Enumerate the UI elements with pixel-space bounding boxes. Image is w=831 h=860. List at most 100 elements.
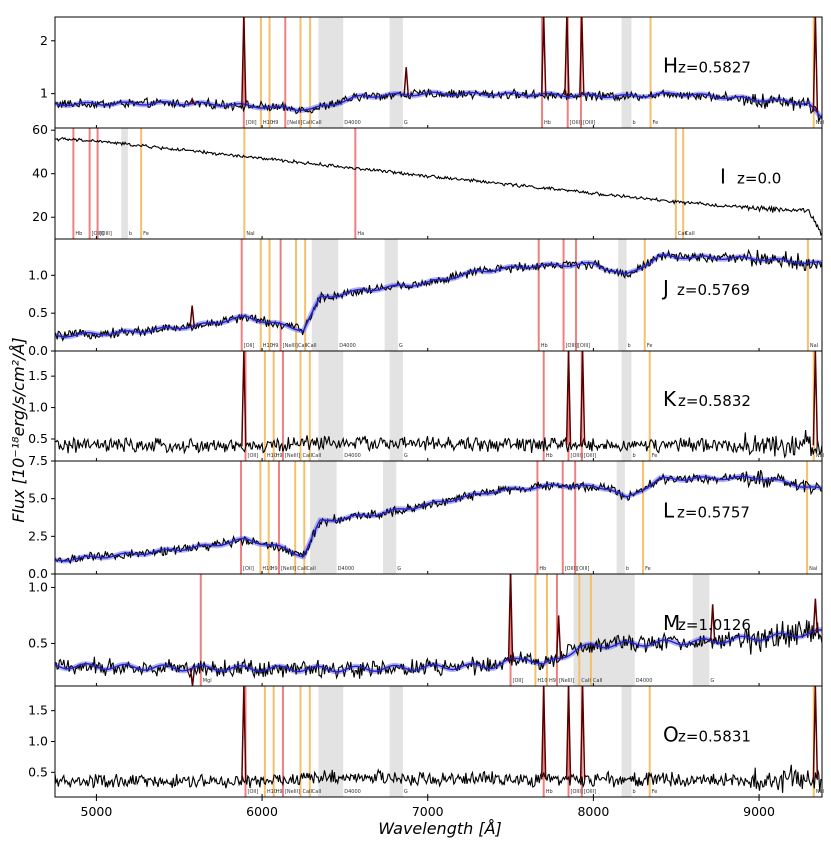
- line-label-[OIII]: [OIII]: [571, 789, 583, 795]
- observed-spectrum-I: [55, 137, 822, 236]
- line-label-H9: H9: [271, 566, 278, 572]
- line-label-[OIII]: [OIII]: [100, 231, 112, 237]
- emission-spike: [565, 351, 572, 446]
- line-label-NaI: NaI: [809, 566, 817, 572]
- line-label-NaI: NaI: [816, 789, 824, 795]
- band-b-4: [616, 461, 625, 574]
- band-label-D4000: D4000: [339, 343, 356, 349]
- line-label-[NeIII]: [NeIII]: [285, 789, 300, 795]
- line-label-Fe: Fe: [143, 231, 149, 237]
- line-label-H10: H10: [263, 120, 273, 126]
- line-label-Hb: Hb: [546, 789, 553, 795]
- y-tick-label: 0.0: [28, 343, 48, 358]
- line-label-Fe: Fe: [652, 453, 658, 459]
- band-D4000-5: [573, 574, 635, 686]
- x-axis: 5000 6000 7000 8000 9000: [81, 797, 775, 819]
- line-label-Hb: Hb: [541, 343, 548, 349]
- line-label-Fe: Fe: [645, 566, 651, 572]
- line-label-CaII: CaII: [581, 678, 591, 684]
- band-label-b: b: [632, 453, 635, 459]
- line-label-CaII: CaII: [307, 343, 317, 349]
- redshift-label-O: z=0.5831: [678, 728, 751, 746]
- emission-spike: [709, 604, 716, 642]
- band-label-b: b: [129, 231, 132, 237]
- line-label-Ha: Ha: [357, 231, 364, 237]
- band-G-6: [389, 686, 403, 797]
- band-label-D4000: D4000: [344, 120, 361, 126]
- emission-spike: [564, 17, 570, 96]
- emission-spike: [579, 17, 585, 96]
- line-label-H9: H9: [276, 789, 283, 795]
- y-axis-title: Flux [10⁻¹⁸erg/s/cm²/Å]: [9, 337, 28, 522]
- emission-spike: [189, 668, 196, 686]
- band-label-G: G: [399, 343, 403, 349]
- observed-spectrum-K: [55, 430, 822, 459]
- line-label-[OII]: [OII]: [248, 789, 259, 795]
- x-axis-title: Wavelength [Å]: [378, 819, 502, 838]
- line-label-Fe: Fe: [652, 789, 658, 795]
- x-tick-label: 9000: [743, 804, 775, 819]
- y-tick-label: 1.0: [28, 579, 48, 594]
- line-label-H9: H9: [272, 120, 279, 126]
- line-label-CaII: CaII: [297, 566, 307, 572]
- y-tick-label: 40: [32, 166, 48, 181]
- observed-spectrum-O: [55, 764, 822, 793]
- line-label-H9: H9: [276, 453, 283, 459]
- y-tick-label: 1.5: [28, 368, 48, 383]
- line-label-H10: H10: [267, 789, 277, 795]
- redshift-label-L: z=0.5757: [677, 504, 750, 522]
- line-label-[NeIII]: [NeIII]: [559, 678, 574, 684]
- panel-letter-M: M: [663, 611, 680, 635]
- emission-spike: [189, 305, 195, 327]
- band-G-4: [383, 461, 397, 574]
- band-label-b: b: [628, 343, 631, 349]
- panel-frame: [54, 127, 823, 240]
- observed-spectrum-L: [55, 469, 822, 565]
- line-label-[OIII]: [OIII]: [570, 120, 582, 126]
- line-label-CaII: CaII: [312, 453, 322, 459]
- y-tick-label: 7.5: [28, 453, 48, 468]
- y-tick-label: 0.5: [28, 635, 48, 650]
- line-label-[OIII]: [OIII]: [565, 566, 577, 572]
- emission-spike: [812, 351, 819, 446]
- line-label-NaI: NaI: [816, 120, 824, 126]
- line-label-[OIII]: [OIII]: [577, 566, 589, 572]
- emission-spike: [540, 17, 547, 95]
- line-label-[OIII]: [OIII]: [584, 453, 596, 459]
- y-tick-label: 2.5: [28, 528, 48, 543]
- emission-spike: [540, 686, 547, 780]
- emission-spike: [241, 686, 247, 782]
- band-label-D4000: D4000: [344, 789, 361, 795]
- band-b-0: [621, 17, 632, 128]
- panel-letter-K: K: [663, 387, 677, 411]
- line-label-Hb: Hb: [75, 231, 82, 237]
- band-b-2: [618, 239, 627, 351]
- y-tick-label: 20: [32, 209, 48, 224]
- redshift-label-J: z=0.5769: [677, 281, 750, 299]
- line-label-CaII: CaII: [298, 343, 308, 349]
- redshift-label-K: z=0.5832: [678, 392, 751, 410]
- emission-spike: [565, 686, 572, 780]
- emission-spike: [812, 686, 819, 780]
- y-tick-label: 2: [40, 33, 48, 48]
- band-G-0: [389, 17, 403, 128]
- line-label-CaII: CaII: [678, 231, 688, 237]
- band-G-2: [384, 239, 398, 351]
- line-label-H9: H9: [272, 343, 279, 349]
- line-label-H10: H10: [263, 343, 273, 349]
- panel-letter-O: O: [663, 723, 679, 747]
- band-label-D4000: D4000: [344, 453, 361, 459]
- emission-spike: [403, 67, 409, 95]
- model-spectrum-L: [55, 475, 822, 562]
- line-label-CaII: CaII: [303, 120, 313, 126]
- emission-spike: [241, 351, 247, 447]
- emission-spike: [241, 17, 247, 106]
- spectrum-panel-M: D4000 G MgI [OII] H10 H9 [NeIII] CaII CaII 0.5 1.0…: [28, 573, 823, 687]
